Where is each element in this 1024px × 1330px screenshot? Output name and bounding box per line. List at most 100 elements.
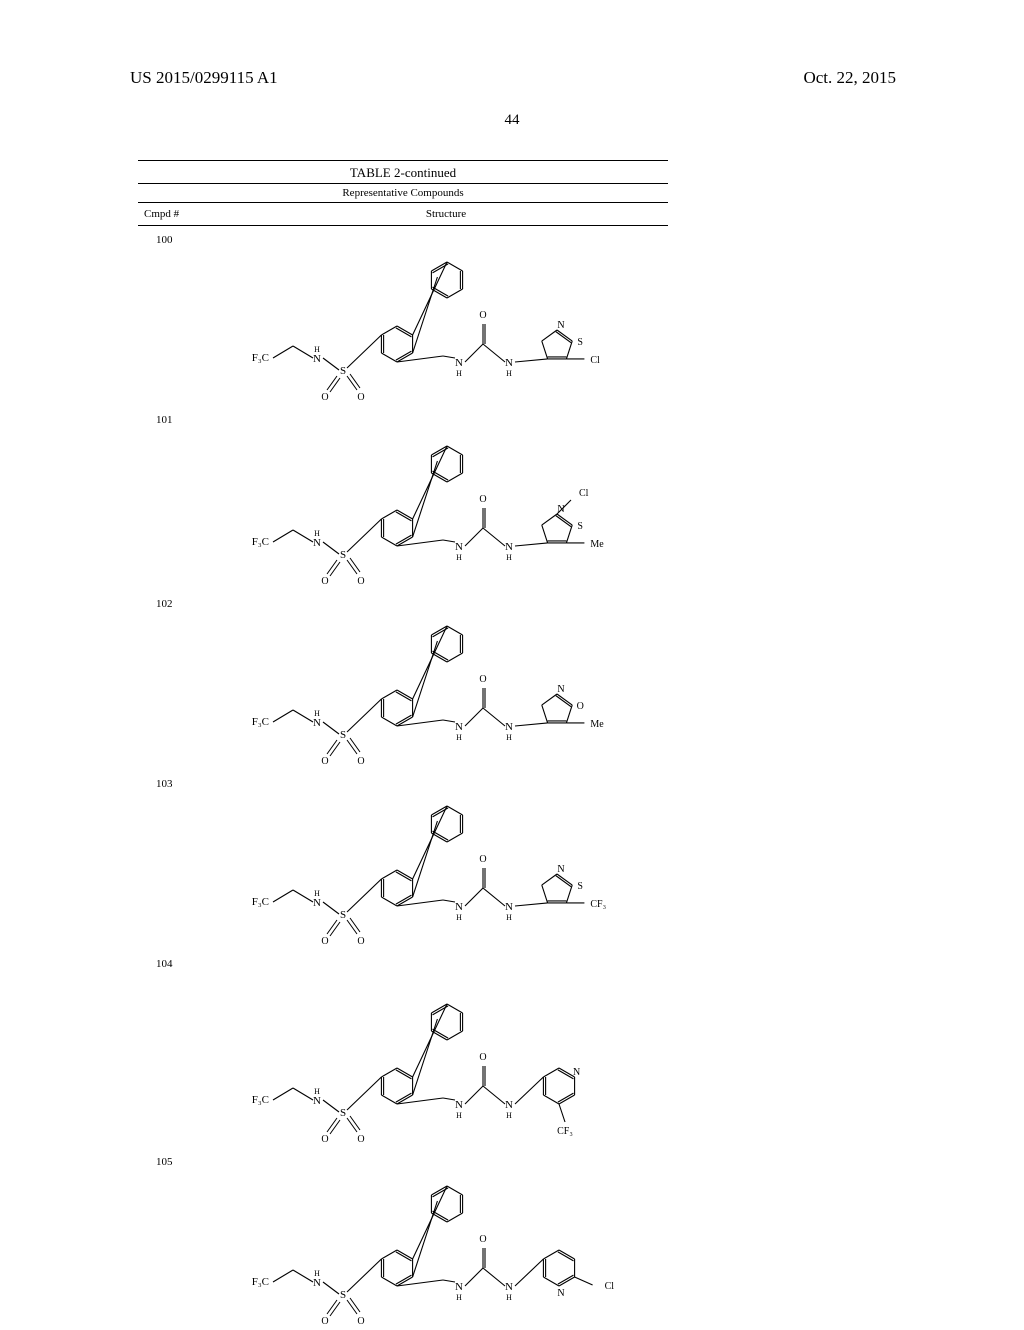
compound-number: 104 xyxy=(138,950,236,970)
svg-text:S: S xyxy=(340,1289,346,1301)
svg-text:O: O xyxy=(357,756,364,764)
svg-text:S: S xyxy=(340,729,346,741)
compound-number: 105 xyxy=(138,1148,236,1168)
svg-text:N: N xyxy=(455,901,463,913)
svg-text:Cl: Cl xyxy=(605,1281,615,1292)
svg-text:S: S xyxy=(577,337,583,348)
col-cmpd-header: Cmpd # xyxy=(138,208,224,220)
svg-text:N: N xyxy=(505,901,513,913)
svg-text:H: H xyxy=(314,1087,320,1096)
table-subtitle: Representative Compounds xyxy=(138,184,668,202)
svg-text:N: N xyxy=(313,897,321,909)
svg-text:O: O xyxy=(357,1316,364,1324)
chemical-structure: F₃CNHSOONHONHNSCl xyxy=(247,232,657,400)
table-row: 102F₃CNHSOONHONHNOMe xyxy=(138,590,668,770)
svg-text:N: N xyxy=(455,357,463,369)
svg-text:H: H xyxy=(506,369,512,378)
svg-text:O: O xyxy=(357,1134,364,1142)
svg-text:H: H xyxy=(314,529,320,538)
svg-text:O: O xyxy=(479,494,486,505)
svg-text:N: N xyxy=(313,1277,321,1289)
svg-text:Cl: Cl xyxy=(590,355,600,366)
svg-text:H: H xyxy=(456,733,462,742)
column-headers: Cmpd # Structure xyxy=(138,203,668,225)
svg-text:CF₃: CF₃ xyxy=(590,899,606,910)
svg-text:N: N xyxy=(557,320,564,331)
chemical-structure: F₃CNHSOONHONHNCF₃ xyxy=(247,956,657,1142)
svg-text:F₃C: F₃C xyxy=(252,1094,269,1106)
chemical-structure: F₃CNHSOONHONHNSCF₃ xyxy=(247,776,657,944)
svg-text:S: S xyxy=(340,365,346,377)
svg-text:O: O xyxy=(321,392,328,400)
svg-text:O: O xyxy=(321,1134,328,1142)
svg-text:N: N xyxy=(573,1067,580,1078)
svg-text:H: H xyxy=(314,709,320,718)
table-row: 103F₃CNHSOONHONHNSCF₃ xyxy=(138,770,668,950)
svg-text:O: O xyxy=(357,392,364,400)
svg-text:F₃C: F₃C xyxy=(252,716,269,728)
structure-cell: F₃CNHSOONHONHNOMe xyxy=(236,590,668,770)
svg-text:N: N xyxy=(313,537,321,549)
svg-text:O: O xyxy=(321,576,328,584)
svg-text:O: O xyxy=(577,701,584,712)
svg-text:N: N xyxy=(455,1099,463,1111)
svg-text:H: H xyxy=(456,1111,462,1120)
svg-text:S: S xyxy=(340,909,346,921)
svg-text:N: N xyxy=(505,541,513,553)
svg-text:H: H xyxy=(456,913,462,922)
svg-text:S: S xyxy=(340,1107,346,1119)
structure-cell: F₃CNHSOONHONHNSCl xyxy=(236,226,668,406)
svg-text:F₃C: F₃C xyxy=(252,536,269,548)
document-number: US 2015/0299115 A1 xyxy=(130,68,278,88)
svg-text:F₃C: F₃C xyxy=(252,896,269,908)
svg-text:H: H xyxy=(314,345,320,354)
col-struct-header: Structure xyxy=(224,208,668,220)
compound-number: 102 xyxy=(138,590,236,610)
svg-text:H: H xyxy=(456,553,462,562)
page-number: 44 xyxy=(0,112,1024,129)
svg-text:O: O xyxy=(479,1234,486,1245)
compound-number: 103 xyxy=(138,770,236,790)
table-row: 101F₃CNHSOONHONHNSMeCl xyxy=(138,406,668,590)
svg-text:N: N xyxy=(455,721,463,733)
svg-text:F₃C: F₃C xyxy=(252,1276,269,1288)
structure-cell: F₃CNHSOONHONHNSCF₃ xyxy=(236,770,668,950)
svg-text:N: N xyxy=(505,357,513,369)
compound-number: 101 xyxy=(138,406,236,426)
svg-text:H: H xyxy=(506,913,512,922)
table-row: 104F₃CNHSOONHONHNCF₃ xyxy=(138,950,668,1148)
svg-text:Me: Me xyxy=(590,539,604,550)
structure-cell: F₃CNHSOONHONHNCF₃ xyxy=(236,950,668,1148)
compound-number: 100 xyxy=(138,226,236,246)
table-row: 100F₃CNHSOONHONHNSCl xyxy=(138,226,668,406)
svg-text:N: N xyxy=(455,1281,463,1293)
svg-text:N: N xyxy=(557,864,564,875)
svg-text:S: S xyxy=(577,521,583,532)
svg-text:O: O xyxy=(479,854,486,865)
svg-text:H: H xyxy=(314,889,320,898)
table-title: TABLE 2-continued xyxy=(138,161,668,183)
svg-text:S: S xyxy=(340,549,346,561)
svg-text:N: N xyxy=(557,684,564,695)
svg-text:O: O xyxy=(479,674,486,685)
svg-text:H: H xyxy=(314,1269,320,1278)
structure-cell: F₃CNHSOONHONHNCl xyxy=(236,1148,668,1330)
svg-text:F₃C: F₃C xyxy=(252,352,269,364)
svg-text:H: H xyxy=(506,1293,512,1302)
svg-text:S: S xyxy=(577,881,583,892)
svg-text:N: N xyxy=(557,1288,564,1299)
svg-text:N: N xyxy=(313,1095,321,1107)
svg-text:O: O xyxy=(357,576,364,584)
svg-text:Cl: Cl xyxy=(579,488,589,499)
document-date: Oct. 22, 2015 xyxy=(803,68,896,88)
svg-text:O: O xyxy=(321,756,328,764)
svg-text:O: O xyxy=(479,1052,486,1063)
svg-text:O: O xyxy=(357,936,364,944)
table-rows: 100F₃CNHSOONHONHNSCl101F₃CNHSOONHONHNSMe… xyxy=(138,226,668,1330)
svg-text:N: N xyxy=(505,1281,513,1293)
table-row: 105F₃CNHSOONHONHNCl xyxy=(138,1148,668,1330)
svg-text:O: O xyxy=(479,310,486,321)
svg-text:N: N xyxy=(505,1099,513,1111)
svg-text:H: H xyxy=(456,369,462,378)
chemical-structure: F₃CNHSOONHONHNSMeCl xyxy=(247,412,657,584)
